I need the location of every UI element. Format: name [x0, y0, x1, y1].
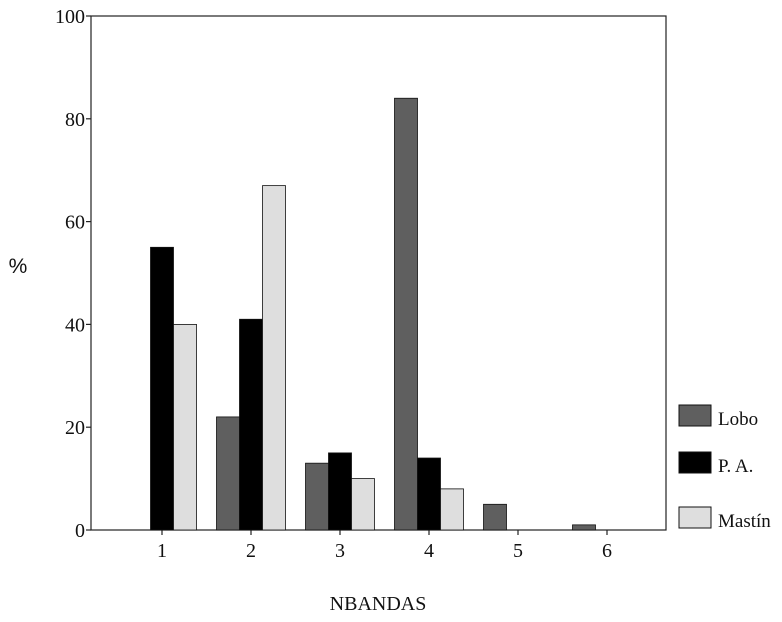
legend-label: P. A.	[718, 456, 753, 477]
x-tick-label: 2	[246, 540, 256, 562]
legend-swatch	[678, 451, 712, 474]
legend-swatch	[678, 506, 712, 529]
x-axis-title: NBANDAS	[330, 593, 427, 615]
y-tick-label: 0	[75, 520, 85, 542]
x-tick-label: 3	[335, 540, 345, 562]
legend-swatch	[678, 404, 712, 427]
x-tick-label: 4	[424, 540, 434, 562]
bar-lobo-2	[216, 416, 240, 531]
bar-lobo-3	[305, 462, 329, 531]
bar-mast-n-3	[351, 478, 375, 531]
y-axis-title: %	[9, 255, 28, 278]
x-tick-label: 6	[602, 540, 612, 562]
legend: Lobo P. A. Mastín	[678, 404, 771, 532]
y-tick-label: 40	[65, 314, 85, 336]
bar-lobo-4	[394, 97, 418, 531]
y-tick-label: 60	[65, 212, 85, 234]
y-tick-label: 100	[55, 6, 85, 28]
y-axis: 0 20 40 60 80 100	[55, 6, 91, 542]
bar-p-a-2	[239, 318, 263, 531]
x-tick-label: 5	[513, 540, 523, 562]
bar-lobo-5	[483, 503, 507, 531]
y-tick-label: 80	[65, 109, 85, 131]
x-tick-label: 1	[157, 540, 167, 562]
bar-lobo-6	[572, 524, 596, 531]
bars	[150, 97, 596, 531]
x-axis: 1 2 3 4 5 6	[157, 530, 612, 562]
y-tick-label: 20	[65, 417, 85, 439]
bar-p-a-3	[328, 452, 352, 531]
bar-mast-n-1	[173, 323, 197, 531]
bar-p-a-4	[417, 457, 441, 531]
legend-label: Mastín	[718, 511, 771, 532]
bar-mast-n-2	[262, 185, 286, 531]
bar-p-a-1	[150, 246, 174, 531]
legend-label: Lobo	[718, 409, 758, 430]
bar-mast-n-4	[440, 488, 464, 531]
